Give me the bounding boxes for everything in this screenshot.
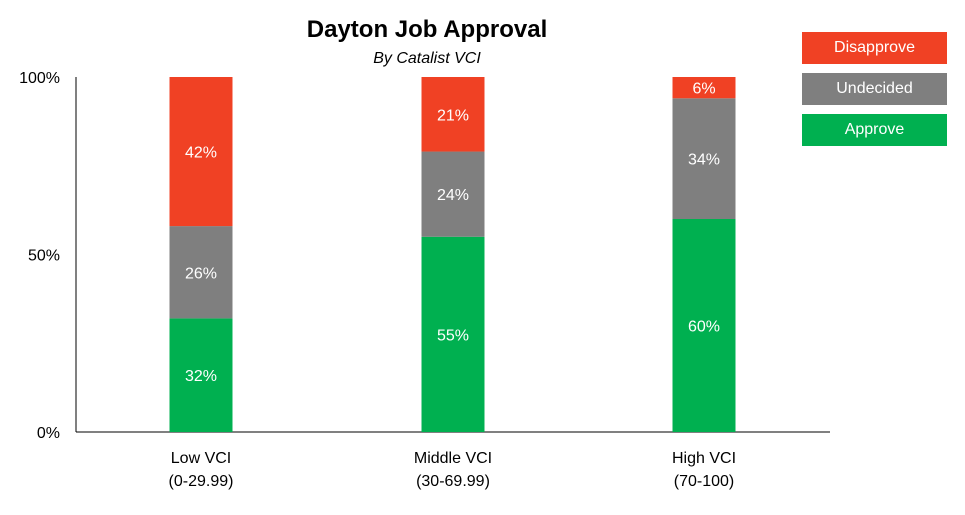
legend: Disapprove Undecided Approve	[802, 32, 947, 155]
chart-title: Dayton Job Approval	[306, 16, 548, 43]
x-tick-label: (70-100)	[674, 473, 734, 490]
y-tick-label: 100%	[19, 70, 60, 87]
data-label: 6%	[692, 81, 715, 98]
legend-item-disapprove: Disapprove	[802, 32, 947, 64]
x-tick-label: High VCI	[672, 450, 736, 467]
data-label: 21%	[437, 107, 469, 124]
bar-approve	[421, 236, 485, 432]
data-label: 32%	[185, 368, 217, 385]
data-label: 26%	[185, 265, 217, 282]
data-label: 34%	[688, 152, 720, 169]
x-tick-label: Middle VCI	[414, 450, 492, 467]
data-label: 60%	[688, 319, 720, 336]
x-tick-label: (30-69.99)	[416, 473, 490, 490]
data-label: 55%	[437, 327, 469, 344]
chart-subtitle: By Catalist VCI	[373, 50, 481, 67]
y-tick-label: 50%	[28, 248, 60, 265]
y-tick-label: 0%	[37, 425, 60, 442]
bar-undecided	[672, 98, 736, 219]
bar-approve	[672, 219, 736, 432]
legend-item-approve: Approve	[802, 114, 947, 146]
legend-item-undecided: Undecided	[802, 73, 947, 105]
bar-disapprove	[421, 77, 485, 152]
bar-disapprove	[672, 77, 736, 99]
x-tick-label: (0-29.99)	[169, 473, 234, 490]
bar-disapprove	[169, 77, 233, 227]
x-tick-label: Low VCI	[171, 450, 231, 467]
data-label: 42%	[185, 145, 217, 162]
bar-approve	[169, 318, 233, 432]
bar-undecided	[169, 226, 233, 319]
bar-undecided	[421, 151, 485, 237]
data-label: 24%	[437, 187, 469, 204]
